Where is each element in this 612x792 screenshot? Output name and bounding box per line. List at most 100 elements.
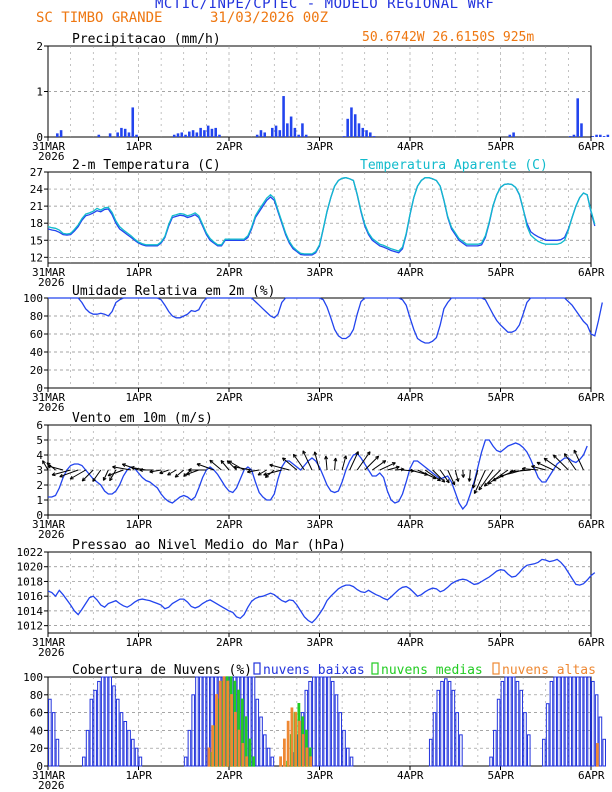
cloud-bar-2 [245, 756, 249, 767]
clouds-title: Cobertura de Nuvens (%) [72, 663, 252, 678]
wind-arrow-head [509, 469, 514, 473]
wind-arrow [334, 458, 337, 471]
cloud-bar-2 [207, 747, 211, 767]
precip-bar [184, 134, 187, 137]
wind-year-label: 2026 [38, 528, 65, 541]
rh-ytick-label: 0 [36, 382, 43, 395]
wind-arrow [292, 453, 305, 471]
wind-ytick-label: 6 [36, 419, 43, 432]
precip-bar [293, 127, 297, 137]
wind-arrow-head [139, 468, 143, 471]
wind-arrow-head [112, 465, 116, 468]
cloud-bar-0 [459, 734, 463, 767]
wind-arrow-head [564, 453, 568, 456]
temp-xtick-label: 2APR [216, 266, 243, 279]
rh-ytick-label: 100 [23, 292, 43, 305]
wind-arrow [553, 454, 569, 471]
temp-year-label: 2026 [38, 276, 65, 289]
temp-ytick-label: 15 [30, 234, 43, 247]
temp-xtick-label: 4APR [397, 266, 424, 279]
wind-arrow-head [233, 465, 238, 468]
cloud-legend-label: nuvens baixas [263, 663, 365, 678]
wind-arrow [220, 460, 230, 471]
precip-bar [210, 128, 214, 137]
precip-bar [278, 130, 282, 137]
cloud-bar-0 [85, 729, 90, 767]
precip-bar [259, 130, 263, 137]
wind-arrow-head [183, 473, 186, 477]
wind-xtick-label: 4APR [397, 518, 424, 531]
station-coordinates: 50.6742W 26.6150S 925m [362, 30, 535, 45]
cloud-bar-0 [493, 729, 497, 767]
cloud-bar-0 [519, 689, 524, 767]
wind-arrow [69, 469, 86, 480]
precip-bar [263, 132, 267, 137]
cloud-bar-2 [226, 680, 230, 767]
cloud-bar-2 [215, 694, 218, 767]
cloud-bar-0 [255, 698, 260, 767]
precip-xtick-label: 5APR [488, 140, 515, 153]
cloud-bar-0 [440, 680, 444, 767]
cloud-bar-0 [187, 729, 192, 767]
cloud-bar-0 [315, 676, 320, 767]
precip-xtick-label: 3APR [307, 140, 334, 153]
wind-arrow [349, 451, 359, 471]
wind-ytick-label: 0 [36, 509, 43, 522]
wind-xtick-label: 2APR [216, 518, 243, 531]
cloud-bar-0 [496, 698, 501, 767]
wind-arrow [149, 469, 162, 473]
precip-bar [59, 130, 63, 137]
pres-xtick-label: 4APR [397, 636, 424, 649]
precip-bar [365, 130, 368, 137]
cloud-bar-2 [237, 729, 241, 767]
cloud-bar-0 [557, 676, 561, 767]
precip-bar [286, 123, 289, 137]
precip-bar [172, 134, 176, 137]
cloud-bar-0 [602, 738, 606, 767]
cloud-bar-2 [279, 756, 282, 767]
wind-arrow [356, 451, 371, 471]
wind-arrow-head [383, 460, 387, 464]
cloud-bar-0 [131, 738, 135, 767]
wind-arrow-head [59, 473, 63, 478]
cloud-bar-0 [432, 712, 437, 767]
wind-arrow [174, 469, 185, 478]
wind-arrow-head [553, 454, 557, 457]
pres-ytick-label: 1022 [17, 546, 44, 559]
cloud-legend-swatch [253, 662, 261, 675]
cloud-bar-0 [108, 676, 113, 767]
wind-arrow-head [492, 477, 496, 481]
clouds-ytick-label: 80 [30, 689, 43, 702]
precip-xtick-label: 6APR [578, 140, 605, 153]
wind-arrow [472, 469, 479, 489]
wind-arrow-head [263, 472, 267, 476]
cloud-bar-2 [298, 720, 301, 767]
cloud-bar-0 [591, 680, 595, 767]
clouds-xtick-label: 1APR [126, 769, 153, 782]
rh-xtick-label: 31MAR [32, 391, 65, 404]
precip-bar [599, 134, 602, 137]
pres-xtick-label: 3APR [307, 636, 334, 649]
temp-xtick-label: 5APR [488, 266, 515, 279]
wind-arrow [167, 469, 177, 476]
wind-arrow [364, 455, 379, 471]
cloud-bar-0 [51, 712, 56, 767]
wind-arrow-head [478, 486, 481, 491]
wind-arrow-head [247, 469, 251, 473]
precip-bar [188, 131, 191, 137]
pres-ytick-label: 1016 [17, 590, 44, 603]
temp-xtick-label: 6APR [578, 266, 605, 279]
wind-arrow-head [369, 451, 371, 456]
wind-arrow [454, 469, 459, 482]
wind-arrow-head [269, 463, 274, 466]
cloud-bar-0 [138, 756, 143, 767]
clouds-xtick-label: 5APR [488, 769, 515, 782]
wind-arrow-head [174, 473, 178, 478]
wind-arrow [92, 469, 102, 482]
wind-arrow-head [42, 460, 46, 464]
cloud-bar-0 [198, 676, 203, 767]
precip-bar [346, 118, 349, 137]
rh-year-label: 2026 [38, 401, 65, 414]
wind-arrow [573, 449, 584, 471]
pres-year-label: 2026 [38, 646, 65, 659]
